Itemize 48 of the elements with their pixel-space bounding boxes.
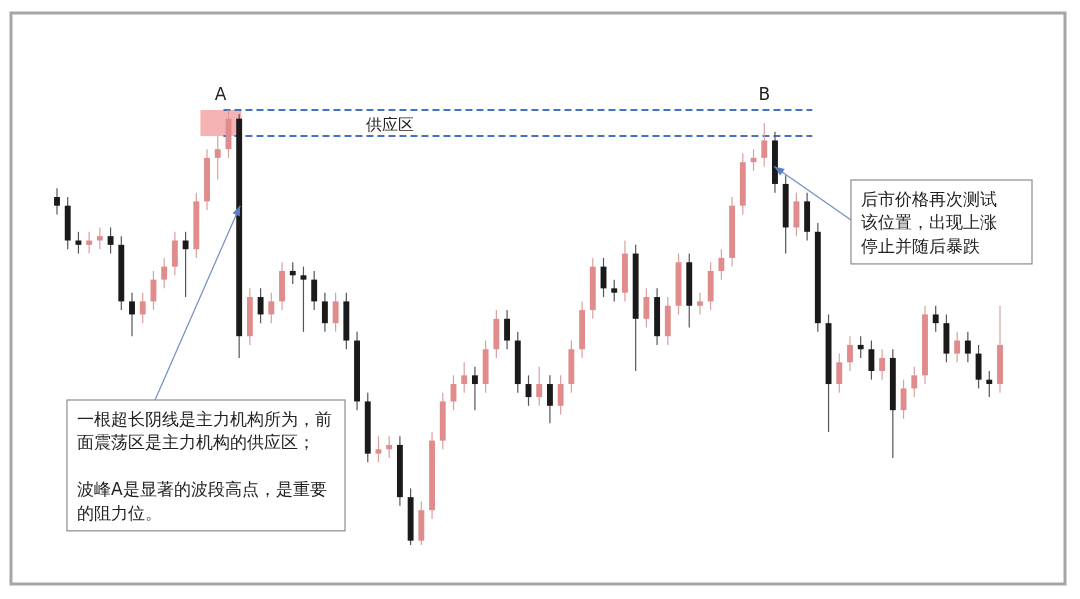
candlestick [332, 292, 339, 333]
candlestick [761, 122, 768, 168]
candlestick [536, 366, 543, 407]
candlestick [321, 292, 328, 333]
candlestick [214, 135, 221, 181]
candlestick [311, 270, 318, 311]
candlestick [257, 287, 264, 324]
candlestick [268, 292, 275, 324]
candlestick [54, 187, 60, 215]
candlestick [300, 266, 307, 333]
ref-line-label: 供应区 [366, 115, 414, 135]
annotation: A [214, 84, 227, 104]
candlestick [643, 287, 650, 329]
candlestick [107, 226, 114, 255]
candlestick [471, 366, 478, 411]
annotation: B [758, 84, 771, 104]
candlestick [86, 231, 93, 255]
candlestick [911, 366, 918, 398]
candlestick [504, 309, 511, 350]
candlestick [932, 305, 939, 333]
candlestick [557, 374, 564, 416]
annotation: 一根超长阴线是主力机构所为，前面震荡区是主力机构的供应区； [77, 409, 332, 453]
candlestick [75, 231, 82, 255]
candlestick [386, 435, 393, 459]
candlestick [836, 353, 843, 394]
candlestick [546, 374, 553, 424]
candlestick [697, 292, 703, 316]
candlestick [611, 279, 618, 302]
candlestick [964, 331, 971, 363]
candlestick [986, 370, 993, 398]
candlestick [96, 226, 103, 250]
candlestick [161, 257, 168, 289]
candlestick [868, 339, 875, 381]
candlestick [375, 435, 382, 463]
candlestick [129, 292, 135, 337]
annotation: 波峰A是显著的波段高点，是重要的阻力位。 [77, 479, 327, 523]
candlestick [718, 248, 725, 281]
candlestick [139, 292, 146, 324]
candlestick [954, 331, 961, 363]
annotation: 后市价格再次测试该位置，出现上涨停止并随后暴跌 [861, 189, 997, 256]
candlestick [461, 361, 468, 394]
candlestick [900, 379, 907, 420]
candlestick [289, 261, 296, 285]
candlestick [847, 335, 853, 372]
candlestick [150, 270, 157, 311]
candlestick [879, 348, 886, 381]
candlestick [182, 231, 189, 298]
candlestick [857, 335, 864, 359]
